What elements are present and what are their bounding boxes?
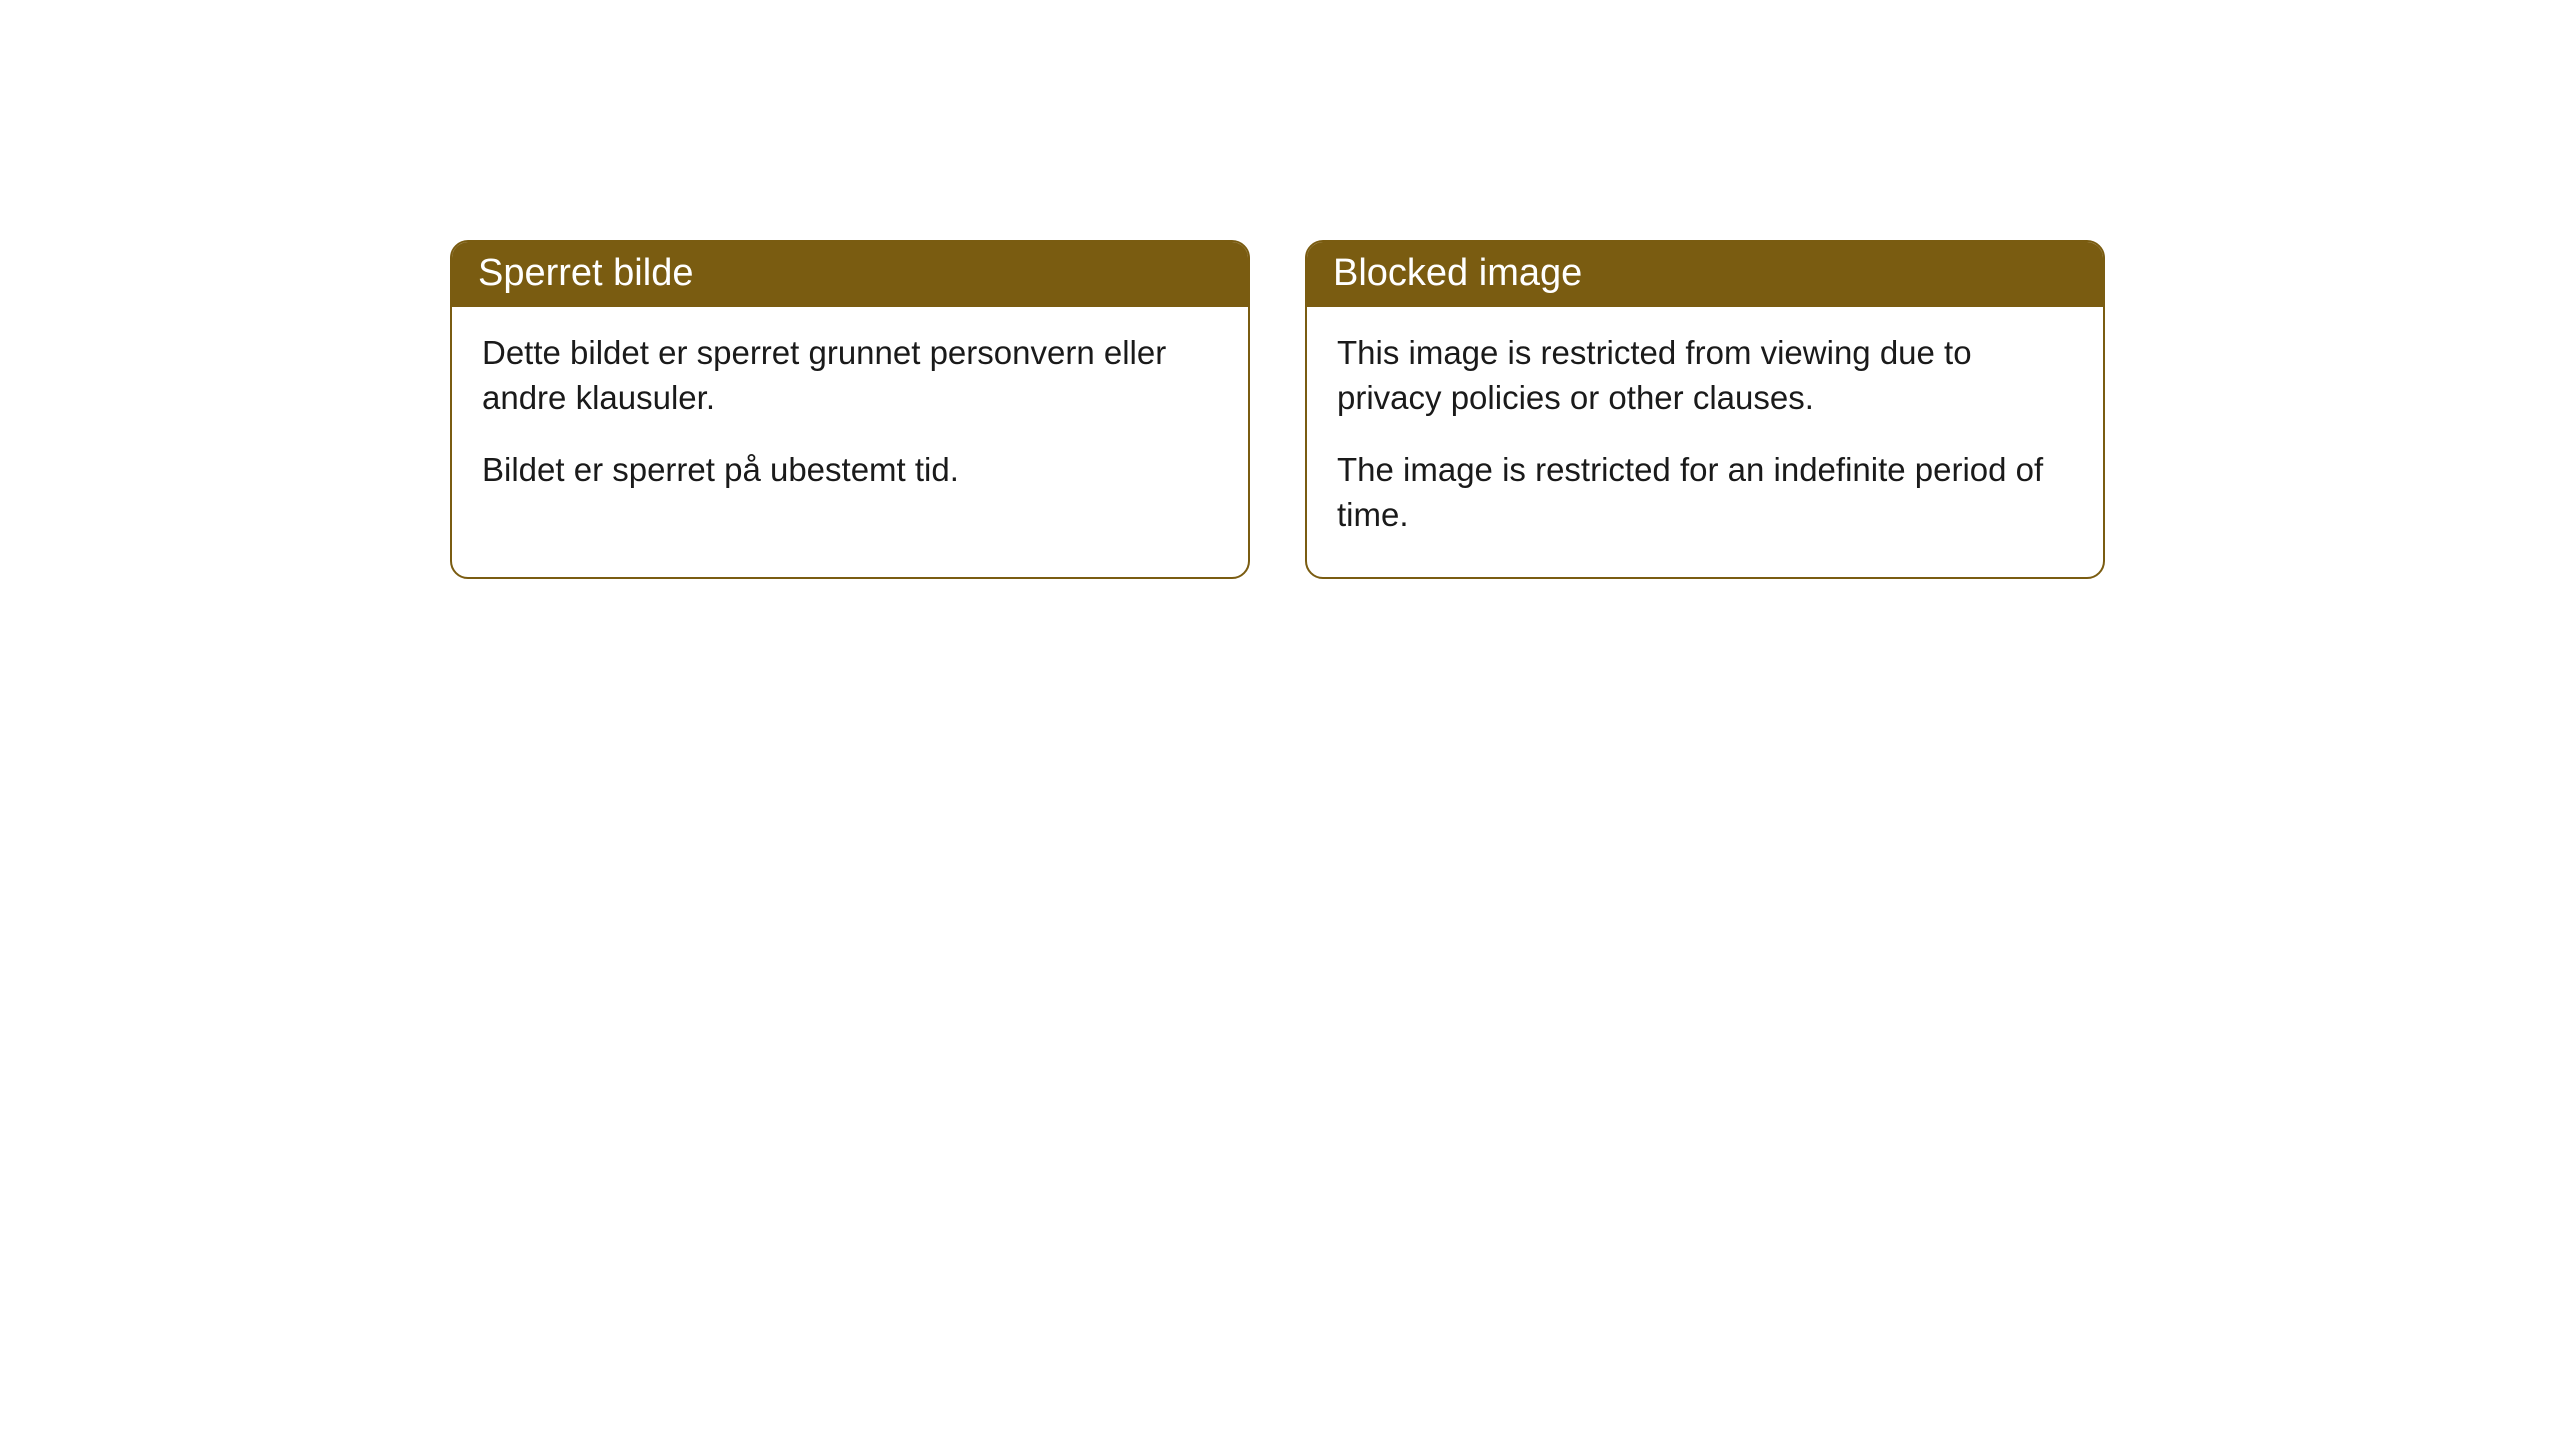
card-paragraph: The image is restricted for an indefinit…	[1337, 448, 2073, 537]
card-header: Sperret bilde	[452, 242, 1248, 307]
card-paragraph: Bildet er sperret på ubestemt tid.	[482, 448, 1218, 493]
card-paragraph: This image is restricted from viewing du…	[1337, 331, 2073, 420]
card-header: Blocked image	[1307, 242, 2103, 307]
notice-cards-container: Sperret bilde Dette bildet er sperret gr…	[450, 240, 2105, 579]
card-body: Dette bildet er sperret grunnet personve…	[452, 307, 1248, 533]
card-title: Blocked image	[1333, 252, 1582, 294]
card-paragraph: Dette bildet er sperret grunnet personve…	[482, 331, 1218, 420]
card-body: This image is restricted from viewing du…	[1307, 307, 2103, 577]
card-title: Sperret bilde	[478, 252, 693, 294]
notice-card-english: Blocked image This image is restricted f…	[1305, 240, 2105, 579]
notice-card-norwegian: Sperret bilde Dette bildet er sperret gr…	[450, 240, 1250, 579]
